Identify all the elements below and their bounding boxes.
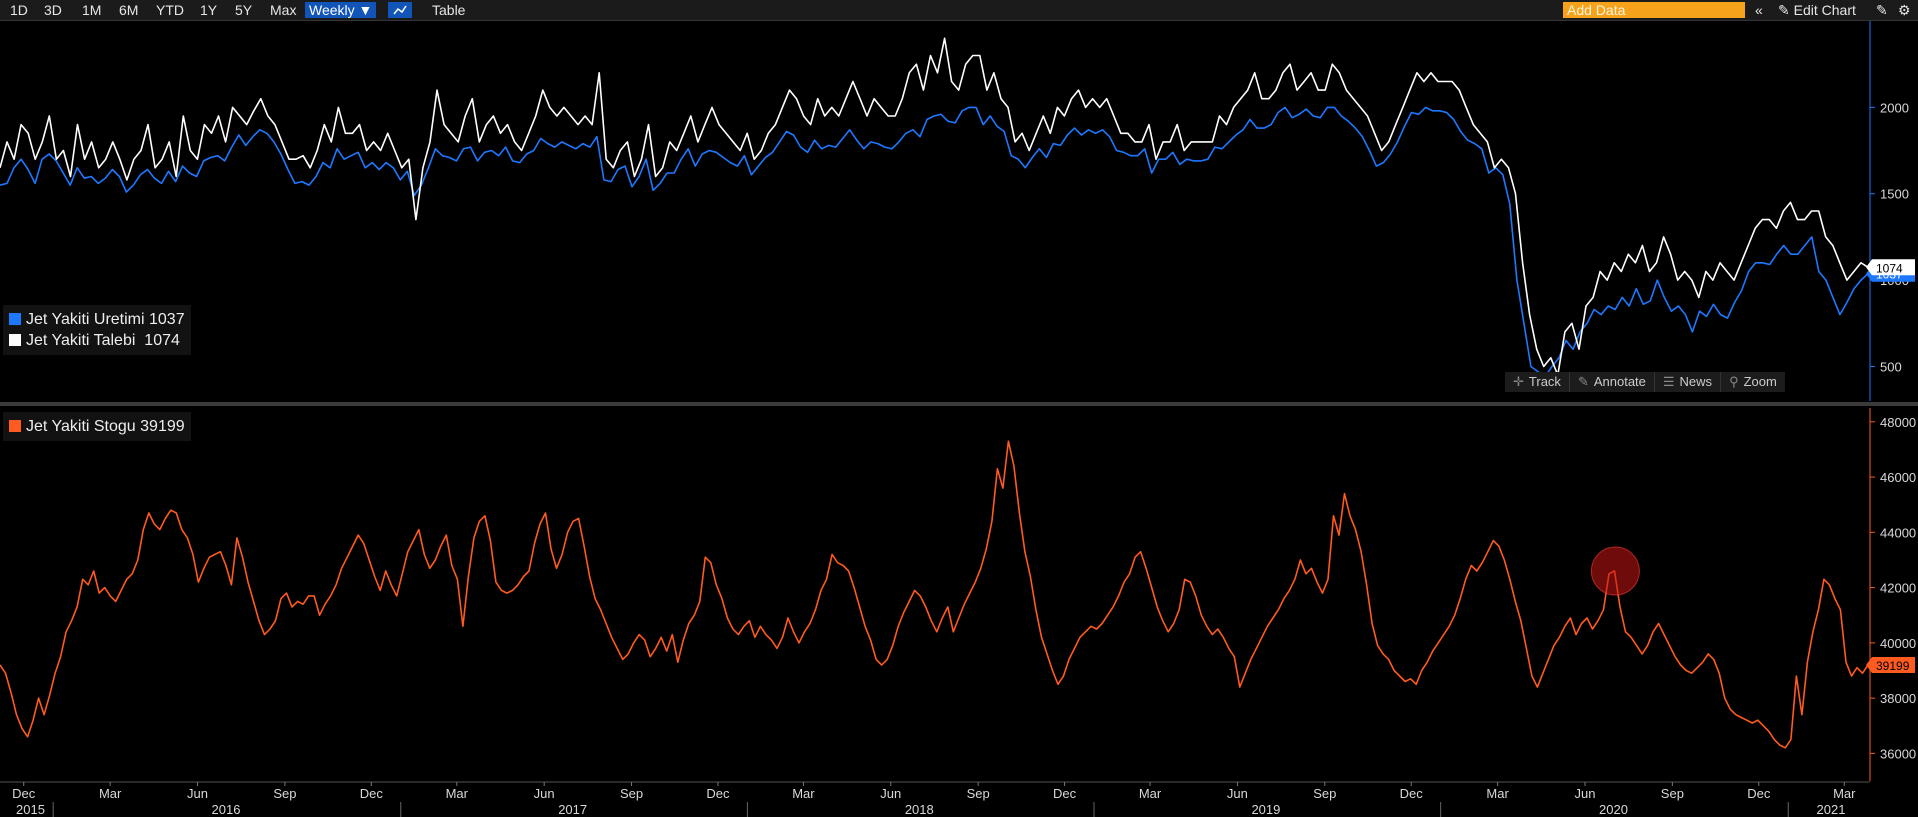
chart-tools: ✛ Track ✎ Annotate ☰ News ⚲ Zoom	[1505, 372, 1785, 392]
range-6m-button[interactable]: 6M	[119, 2, 139, 18]
range-1d-button[interactable]: 1D	[10, 2, 28, 18]
lower-y-tick-label: 48000	[1880, 415, 1916, 430]
zoom-label: Zoom	[1743, 374, 1777, 389]
legend-label-stogu: Jet Yakiti Stogu	[26, 418, 136, 435]
x-month-label: Dec	[1747, 786, 1771, 801]
x-month-label: Jun	[534, 786, 555, 801]
last-value-tag	[1866, 656, 1915, 673]
lower-y-tick-label: 42000	[1880, 581, 1916, 596]
x-month-label: Jun	[1575, 786, 1596, 801]
x-month-label: Mar	[446, 786, 469, 801]
last-value-label: 1074	[1876, 261, 1903, 275]
legend-lower: Jet Yakiti Stogu 39199	[3, 412, 191, 441]
x-year-label: 2018	[905, 802, 934, 817]
upper-y-tick-label: 2000	[1880, 100, 1909, 115]
x-month-label: Mar	[1833, 786, 1856, 801]
legend-value-stogu: 39199	[140, 418, 185, 435]
x-month-label: Sep	[967, 786, 990, 801]
swatch-orange-icon	[9, 420, 21, 432]
series-line-jet-yakiti-talebi	[0, 37, 1869, 376]
table-button[interactable]: Table	[432, 2, 466, 18]
legend-label-talebi: Jet Yakiti Talebi	[26, 332, 136, 349]
legend-entry-talebi: Jet Yakiti Talebi 1074	[9, 330, 185, 351]
legend-value-talebi: 1074	[144, 332, 180, 349]
edit-icon[interactable]: ✎	[1876, 2, 1888, 18]
collapse-icon[interactable]: «	[1755, 2, 1763, 18]
legend-upper: Jet Yakiti Uretimi 1037 Jet Yakiti Taleb…	[3, 305, 191, 355]
legend-value-uretimi: 1037	[149, 311, 185, 328]
range-5y-button[interactable]: 5Y	[235, 2, 253, 18]
toolbar: 1D 3D 1M 6M YTD 1Y 5Y Max Weekly ▼ Table « ✎ Edit C…	[0, 0, 1918, 21]
x-year-label: 2021	[1817, 802, 1846, 817]
x-month-label: Dec	[706, 786, 730, 801]
x-month-label: Jun	[1227, 786, 1248, 801]
x-year-label: 2016	[212, 802, 241, 817]
x-month-label: Sep	[620, 786, 643, 801]
x-month-label: Dec	[360, 786, 384, 801]
range-max-button[interactable]: Max	[270, 2, 297, 18]
range-ytd-button[interactable]: YTD	[156, 2, 184, 18]
track-label: Track	[1528, 374, 1561, 389]
x-month-label: Mar	[99, 786, 122, 801]
line-chart-icon[interactable]	[388, 2, 412, 18]
x-year-label: 2020	[1599, 802, 1628, 817]
x-month-label: Jun	[187, 786, 208, 801]
series-line-jet-yakiti-stogu	[0, 440, 1869, 749]
x-month-label: Jun	[880, 786, 901, 801]
edit-chart-button[interactable]: ✎ Edit Chart	[1778, 2, 1856, 18]
last-value-label: 39199	[1876, 659, 1910, 673]
panel-divider	[0, 402, 1918, 406]
swatch-blue-icon	[9, 313, 21, 325]
series-line-jet-yakiti-uretimi	[0, 106, 1869, 378]
track-button[interactable]: ✛ Track	[1505, 372, 1570, 392]
pencil-icon: ✎	[1577, 374, 1589, 389]
highlight-circle	[1590, 546, 1640, 596]
x-month-label: Sep	[1313, 786, 1336, 801]
x-month-label: Sep	[1661, 786, 1684, 801]
legend-entry-stogu: Jet Yakiti Stogu 39199	[9, 416, 185, 437]
range-1m-button[interactable]: 1M	[82, 2, 102, 18]
annotate-label: Annotate	[1593, 374, 1646, 389]
x-month-label: Sep	[273, 786, 296, 801]
legend-label-uretimi: Jet Yakiti Uretimi	[26, 311, 145, 328]
x-month-label: Dec	[1400, 786, 1424, 801]
add-data-input[interactable]	[1563, 2, 1745, 18]
crosshair-icon: ✛	[1513, 374, 1524, 389]
last-value-tag	[1866, 259, 1915, 276]
x-month-label: Dec	[1053, 786, 1077, 801]
range-1y-button[interactable]: 1Y	[200, 2, 218, 18]
swatch-white-icon	[9, 334, 21, 346]
x-year-label: 2019	[1251, 802, 1280, 817]
x-month-label: Mar	[1139, 786, 1162, 801]
x-month-label: Mar	[1486, 786, 1509, 801]
magnifier-icon: ⚲	[1729, 374, 1739, 389]
news-button[interactable]: ☰ News	[1655, 372, 1722, 392]
lower-y-tick-label: 46000	[1880, 470, 1916, 485]
range-3d-button[interactable]: 3D	[44, 2, 62, 18]
upper-y-tick-label: 500	[1880, 359, 1902, 374]
annotate-button[interactable]: ✎ Annotate	[1570, 372, 1655, 392]
x-year-label: 2017	[558, 802, 587, 817]
news-label: News	[1679, 374, 1713, 389]
x-month-label: Dec	[12, 786, 36, 801]
legend-entry-uretimi: Jet Yakiti Uretimi 1037	[9, 309, 185, 330]
lower-y-tick-label: 44000	[1880, 525, 1916, 540]
lower-y-tick-label: 38000	[1880, 691, 1916, 706]
news-icon: ☰	[1662, 374, 1675, 389]
frequency-dropdown[interactable]: Weekly ▼	[305, 2, 377, 18]
settings-icon[interactable]: ⚙	[1898, 2, 1911, 18]
upper-y-tick-label: 1500	[1880, 187, 1909, 202]
lower-y-tick-label: 40000	[1880, 636, 1916, 651]
zoom-button[interactable]: ⚲ Zoom	[1721, 372, 1785, 392]
x-year-label: 2015	[16, 802, 45, 817]
lower-y-tick-label: 36000	[1880, 746, 1916, 761]
chart-area[interactable]: 5001000150020001037107436000380004000042…	[0, 21, 1918, 817]
x-month-label: Mar	[792, 786, 815, 801]
